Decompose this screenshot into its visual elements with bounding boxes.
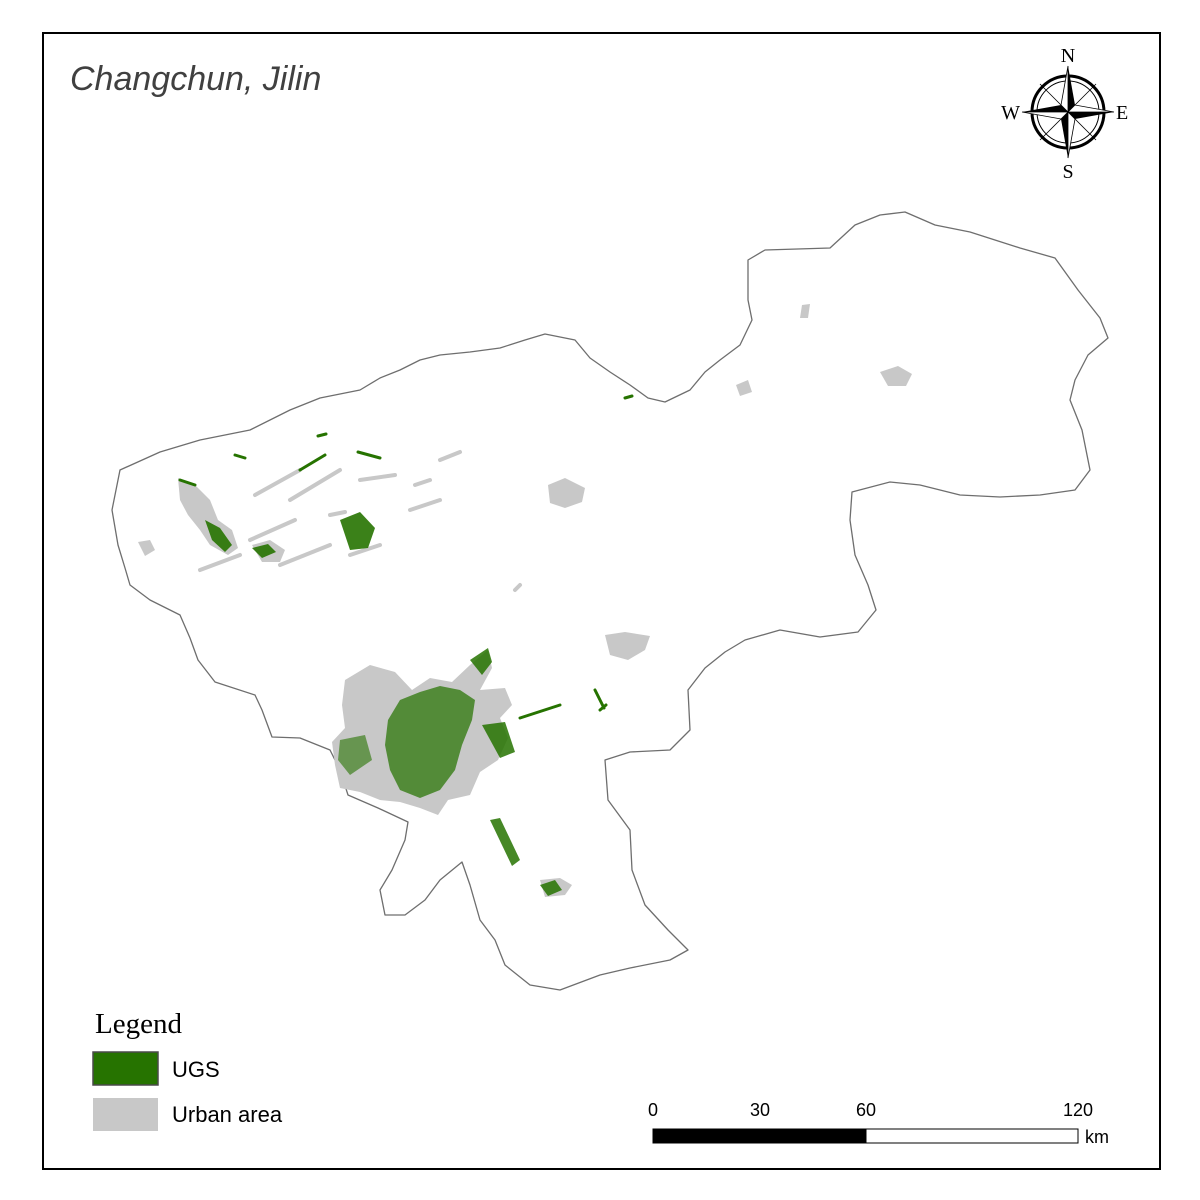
scale-tick-0: 0: [648, 1100, 658, 1120]
scale-tick-120: 120: [1063, 1100, 1093, 1120]
ugs-areas: [178, 394, 634, 896]
urban-area-west-patch: [138, 540, 155, 556]
scale-bar: 0 30 60 120 km: [648, 1100, 1109, 1147]
ugs-south-strip: [490, 818, 520, 866]
urban-area-northeast: [736, 380, 752, 396]
legend-label-ugs: UGS: [172, 1057, 220, 1082]
map-title: Changchun, Jilin: [70, 60, 321, 98]
ugs-central-east-arm: [470, 648, 492, 675]
ugs-northwest: [205, 520, 232, 552]
ugs-strips: [178, 394, 634, 720]
ugs-north-cluster: [340, 512, 375, 550]
scale-segment-0-60: [652, 1128, 867, 1144]
ugs-central-east-2: [482, 722, 515, 758]
compass-east-label: E: [1116, 102, 1128, 124]
ugs-northwest-2: [252, 544, 276, 558]
legend-swatch-ugs: [92, 1051, 159, 1086]
ugs-central-west: [338, 735, 372, 775]
legend-swatch-urban-area: [93, 1098, 158, 1131]
scale-unit: km: [1085, 1127, 1109, 1147]
compass-rose-icon: [1021, 65, 1115, 159]
compass-west-label: W: [1001, 102, 1020, 124]
legend-title: Legend: [95, 1008, 182, 1040]
urban-area-east-town: [605, 632, 650, 660]
legend-label-urban-area: Urban area: [172, 1102, 283, 1127]
scale-tick-60: 60: [856, 1100, 876, 1120]
compass-north-label: N: [1061, 45, 1075, 67]
urban-area-far-east: [880, 366, 912, 386]
compass-south-label: S: [1062, 161, 1073, 183]
urban-area-northeast-2: [800, 304, 810, 318]
compass-rose: N S E W: [1001, 45, 1128, 183]
ugs-south-town: [540, 880, 562, 896]
urban-area-north-town: [548, 478, 585, 508]
scale-tick-30: 30: [750, 1100, 770, 1120]
ugs-central: [385, 686, 475, 798]
legend: Legend UGS Urban area: [92, 1008, 283, 1131]
city-boundary: [111, 211, 1109, 991]
scale-segment-60-120: [865, 1128, 1079, 1144]
urban-strips: [198, 450, 522, 592]
